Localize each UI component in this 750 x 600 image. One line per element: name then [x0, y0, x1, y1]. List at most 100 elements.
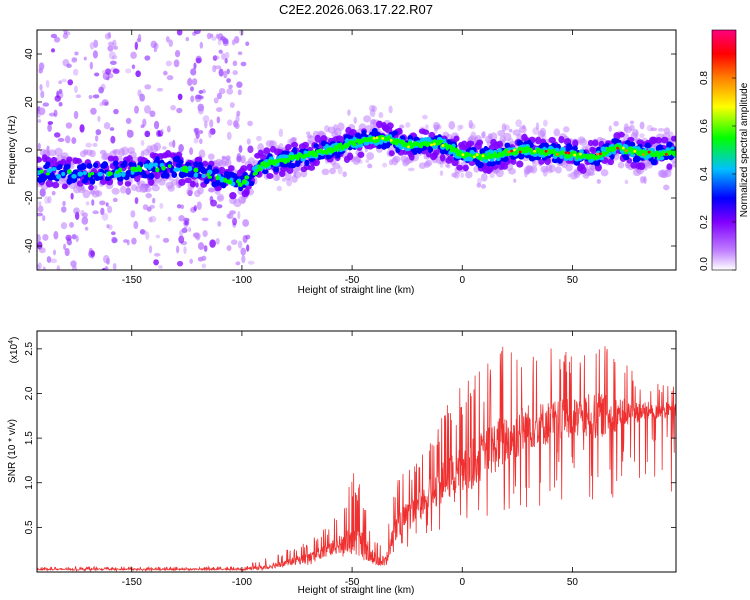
heatmap-speck	[37, 212, 44, 217]
heatmap-speck	[144, 55, 151, 61]
snr-x-tick-label: -50	[345, 577, 360, 588]
heatmap-speck	[71, 137, 77, 145]
heatmap-ridge-blob	[504, 142, 511, 149]
heatmap-ridge-blob	[153, 142, 162, 151]
heatmap-speck	[153, 48, 157, 53]
heatmap-speck	[197, 242, 205, 250]
heatmap-speck	[73, 110, 79, 120]
heatmap-ridge-blob	[134, 174, 141, 183]
heatmap-speck	[240, 155, 246, 164]
heatmap-ridge-blob	[248, 180, 255, 187]
heatmap-ridge-blob	[363, 115, 372, 123]
heatmap-peak-blob	[544, 149, 548, 153]
heatmap-ridge-blob	[171, 171, 178, 178]
heatmap-speck	[501, 123, 507, 132]
heatmap-speck	[216, 116, 221, 124]
heatmap-speck	[90, 250, 96, 257]
heatmap-ridge-blob	[46, 168, 53, 174]
heatmap-ridge-blob	[258, 167, 263, 171]
heatmap-ridge-blob	[650, 136, 658, 144]
heatmap-peak-blob	[418, 143, 422, 147]
heatmap-speck	[144, 105, 151, 114]
heatmap-speck	[94, 72, 100, 77]
heatmap-speck	[42, 102, 50, 107]
heatmap-speck	[100, 207, 105, 216]
heatmap-speck	[65, 122, 73, 129]
heatmap-speck	[229, 102, 235, 108]
heatmap-ridge-blob	[186, 187, 194, 196]
heatmap-ridge-blob	[89, 178, 96, 185]
spectrogram-y-tick-label: 0	[24, 147, 35, 153]
heatmap-peak-blob	[424, 142, 428, 146]
heatmap-speck	[216, 107, 223, 113]
heatmap-ridge-blob	[60, 158, 67, 166]
heatmap-speck	[91, 199, 95, 206]
heatmap-ridge-blob	[75, 157, 82, 164]
heatmap-speck	[47, 121, 54, 125]
heatmap-speck	[37, 119, 42, 123]
heatmap-ridge-blob	[212, 168, 220, 174]
heatmap-ridge-blob	[496, 140, 503, 149]
spectrogram-x-label: Height of straight line (km)	[298, 285, 415, 296]
heatmap-speck	[224, 51, 230, 59]
heatmap-speck	[650, 127, 658, 132]
heatmap-ridge-blob	[206, 172, 210, 177]
heatmap-ridge-blob	[178, 178, 186, 186]
heatmap-speck	[256, 135, 262, 142]
heatmap-ridge-blob	[60, 152, 69, 160]
heatmap-speck	[149, 204, 155, 209]
heatmap-ridge-blob	[307, 135, 316, 145]
heatmap-speck	[94, 135, 99, 142]
heatmap-speck	[112, 262, 117, 270]
heatmap-speck	[162, 146, 167, 150]
heatmap-ridge-blob	[148, 162, 154, 169]
heatmap-ridge-blob	[272, 173, 280, 182]
heatmap-peak-blob	[616, 146, 620, 150]
heatmap-ridge-blob	[285, 144, 292, 151]
heatmap-speck	[58, 88, 63, 94]
heatmap-ridge-blob	[476, 139, 484, 146]
heatmap-speck	[236, 81, 243, 88]
heatmap-peak-blob	[478, 153, 482, 157]
heatmap-speck	[189, 147, 194, 155]
heatmap-speck	[139, 93, 146, 102]
heatmap-ridge-blob	[112, 160, 119, 167]
heatmap-speck	[105, 68, 112, 75]
heatmap-speck	[515, 119, 523, 128]
heatmap-speck	[444, 163, 450, 168]
heatmap-speck	[74, 85, 78, 94]
heatmap-ridge-blob	[666, 163, 673, 170]
heatmap-speck	[99, 200, 106, 206]
heatmap-ridge-blob	[375, 120, 383, 129]
heatmap-ridge-blob	[223, 177, 228, 183]
heatmap-speck	[202, 230, 208, 238]
heatmap-ridge-blob	[497, 129, 506, 137]
heatmap-speck	[278, 128, 284, 137]
heatmap-speck	[39, 188, 46, 197]
heatmap-speck	[166, 125, 171, 133]
heatmap-speck	[353, 116, 357, 124]
heatmap-speck	[176, 245, 180, 254]
heatmap-ridge-blob	[623, 155, 630, 161]
heatmap-speck	[75, 94, 82, 99]
heatmap-speck	[227, 213, 234, 220]
heatmap-speck	[439, 170, 444, 177]
heatmap-peak-blob	[432, 142, 436, 146]
heatmap-speck	[281, 177, 287, 182]
heatmap-ridge-blob	[227, 180, 233, 185]
heatmap-speck	[101, 212, 109, 221]
heatmap-ridge-blob	[182, 165, 188, 170]
heatmap-peak-blob	[599, 152, 602, 156]
heatmap-speck	[212, 55, 218, 61]
heatmap-ridge-blob	[448, 144, 452, 149]
heatmap-speck	[378, 112, 384, 119]
heatmap-speck	[170, 104, 176, 111]
heatmap-ridge-blob	[637, 162, 646, 171]
heatmap-ridge-blob	[201, 160, 209, 167]
heatmap-speck	[174, 49, 181, 58]
heatmap-speck	[367, 163, 373, 169]
heatmap-ridge-blob	[269, 140, 277, 148]
heatmap-speck	[197, 106, 204, 115]
heatmap-ridge-blob	[243, 179, 248, 185]
heatmap-speck	[109, 60, 117, 65]
